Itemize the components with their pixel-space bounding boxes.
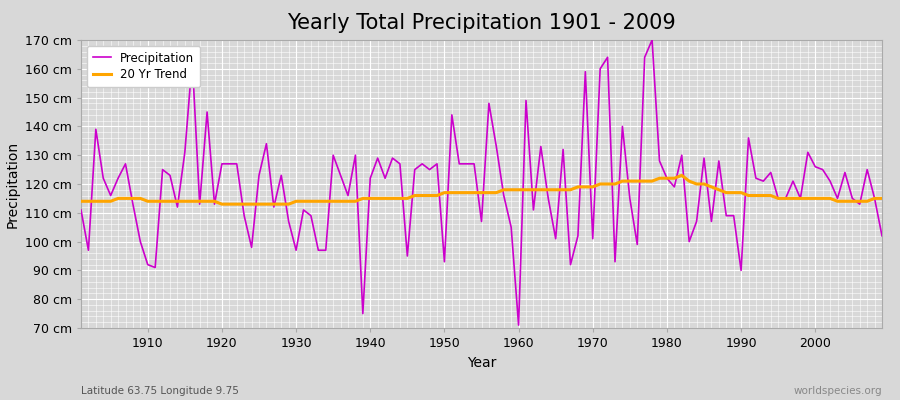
Line: Precipitation: Precipitation [81,40,882,325]
Precipitation [647,38,658,42]
Y-axis label: Precipitation: Precipitation [5,140,20,228]
20 Yr Trend [877,196,887,201]
20 Yr Trend [677,173,688,178]
Title: Yearly Total Precipitation 1901 - 2009: Yearly Total Precipitation 1901 - 2009 [287,13,676,33]
20 Yr Trend [76,199,86,204]
Legend: Precipitation, 20 Yr Trend: Precipitation, 20 Yr Trend [87,46,200,87]
20 Yr Trend [513,187,524,192]
Precipitation [506,225,517,230]
Precipitation [135,239,146,244]
Precipitation [76,208,86,212]
Precipitation [513,323,524,328]
20 Yr Trend [350,199,361,204]
Text: worldspecies.org: worldspecies.org [794,386,882,396]
X-axis label: Year: Year [467,356,496,370]
20 Yr Trend [520,187,531,192]
Precipitation [343,193,354,198]
Precipitation [609,259,620,264]
20 Yr Trend [217,202,228,206]
Line: 20 Yr Trend: 20 Yr Trend [81,175,882,204]
20 Yr Trend [135,196,146,201]
Text: Latitude 63.75 Longitude 9.75: Latitude 63.75 Longitude 9.75 [81,386,239,396]
Precipitation [520,98,531,103]
20 Yr Trend [609,182,620,186]
20 Yr Trend [305,199,316,204]
Precipitation [298,208,309,212]
Precipitation [877,234,887,238]
